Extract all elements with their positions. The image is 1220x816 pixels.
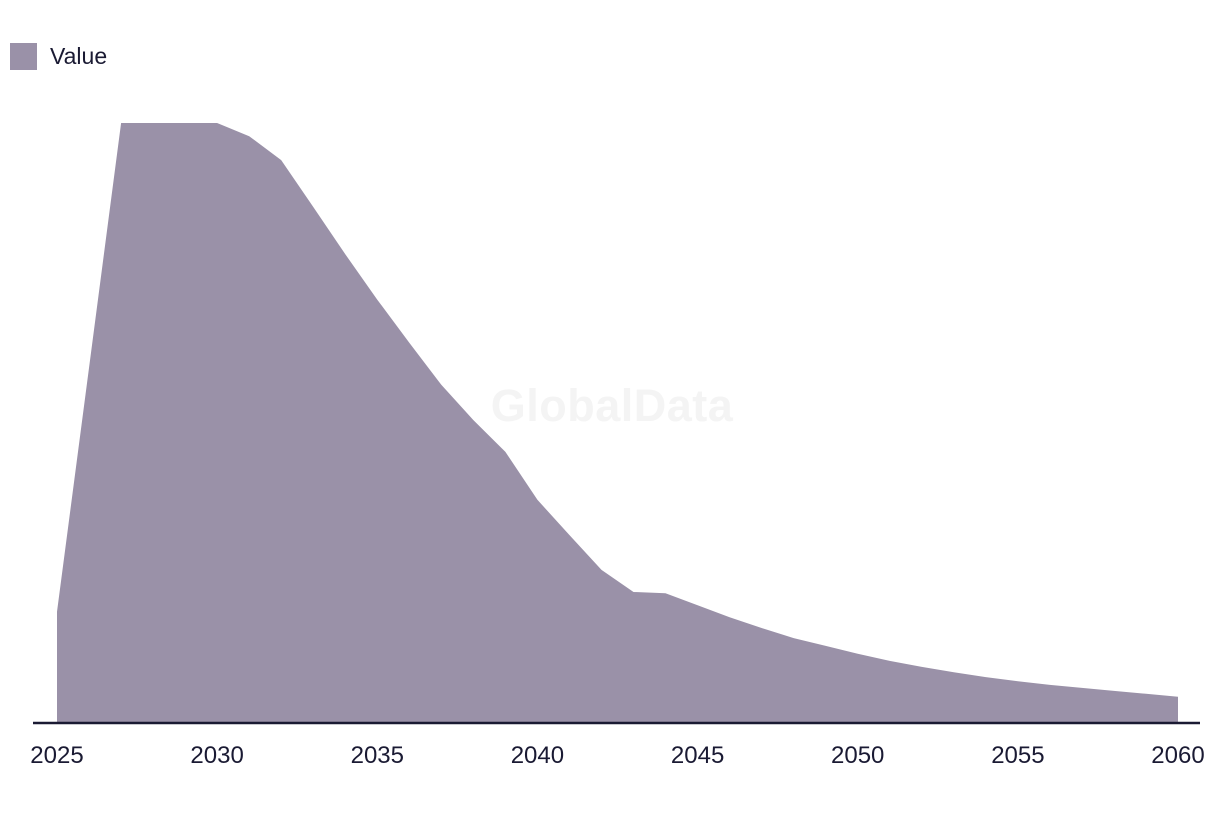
legend-swatch-icon <box>10 43 37 70</box>
watermark-text: GlobalData <box>490 380 734 431</box>
legend: Value <box>10 43 107 70</box>
legend-label: Value <box>50 43 108 69</box>
value-area-series <box>57 123 1178 722</box>
